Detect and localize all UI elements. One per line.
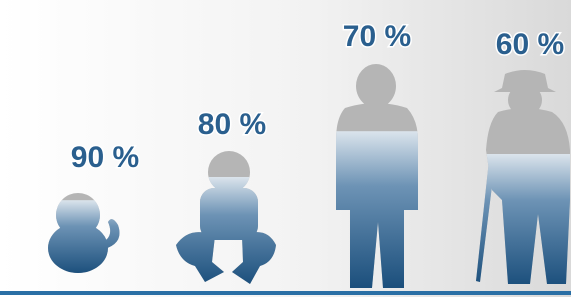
value-label: 60 % bbox=[496, 28, 564, 61]
baseline bbox=[0, 291, 571, 295]
infographic: 90 % 80 % 70 % 60 % bbox=[0, 0, 571, 297]
value-label: 70 % bbox=[343, 20, 411, 53]
value-label: 90 % bbox=[71, 141, 139, 174]
value-label: 80 % bbox=[198, 108, 266, 141]
